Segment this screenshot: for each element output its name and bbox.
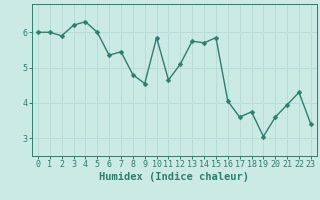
X-axis label: Humidex (Indice chaleur): Humidex (Indice chaleur) <box>100 172 249 182</box>
